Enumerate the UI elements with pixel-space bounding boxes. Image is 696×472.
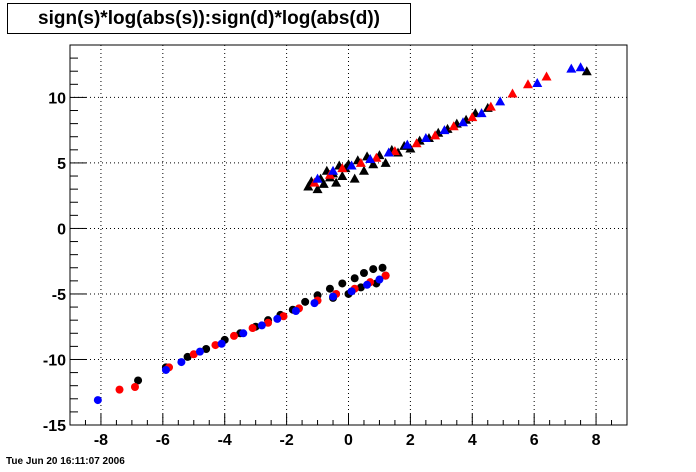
triangle-point xyxy=(411,138,422,148)
triangle-point xyxy=(402,139,413,149)
y-tick-label: 5 xyxy=(57,156,66,173)
triangle-point xyxy=(380,157,391,167)
triangle-point xyxy=(349,173,360,183)
x-tick-label: -6 xyxy=(156,432,170,449)
triangle-point xyxy=(566,63,577,73)
circle-point xyxy=(369,265,378,274)
triangle-point xyxy=(371,152,382,162)
circle-point xyxy=(183,352,192,361)
circle-point xyxy=(363,280,372,289)
axis-tick-labels: -8 -6 -4 -2 0 2 4 6 8 -15 -10 -5 0 5 10 xyxy=(43,90,601,449)
triangle-point xyxy=(507,88,518,98)
circle-point xyxy=(279,312,288,321)
grid-lines xyxy=(70,45,627,426)
circle-point xyxy=(291,307,300,315)
circle-point xyxy=(161,365,170,374)
triangle-point xyxy=(522,79,533,89)
triangle-point xyxy=(355,157,366,167)
triangle-point xyxy=(467,112,478,122)
circle-point xyxy=(381,271,390,280)
y-tick-label: -15 xyxy=(43,418,66,435)
triangle-point xyxy=(476,108,487,118)
circle-point xyxy=(134,376,143,385)
triangle-point xyxy=(365,154,376,163)
triangle-point xyxy=(430,130,441,140)
circle-point xyxy=(195,347,204,356)
x-tick-label: -2 xyxy=(279,432,293,449)
circle-point xyxy=(378,263,387,272)
circle-point xyxy=(130,383,139,391)
triangle-point xyxy=(312,184,323,194)
triangle-point xyxy=(439,125,450,135)
triangle-point xyxy=(541,71,552,81)
circle-point xyxy=(217,339,226,348)
circle-point xyxy=(350,274,359,283)
circle-point xyxy=(359,269,368,277)
circle-point xyxy=(257,321,266,330)
x-tick-label: 0 xyxy=(344,432,353,449)
triangle-point xyxy=(318,178,329,188)
x-tick-label: -4 xyxy=(218,432,232,449)
x-tick-label: -8 xyxy=(94,432,108,449)
triangle-point xyxy=(389,146,400,156)
triangle-point xyxy=(581,66,592,76)
circle-point xyxy=(310,299,319,308)
circle-point xyxy=(239,329,248,338)
axis-ticks xyxy=(69,44,628,426)
circle-point xyxy=(347,287,356,296)
triangle-point xyxy=(346,160,357,170)
circle-point xyxy=(329,292,338,301)
y-tick-label: 0 xyxy=(57,221,66,238)
triangle-point xyxy=(383,147,394,157)
triangle-point xyxy=(485,101,496,111)
circle-point xyxy=(93,396,102,405)
x-tick-label: 6 xyxy=(530,432,539,449)
triangle-point xyxy=(337,171,348,181)
triangle-point xyxy=(368,159,379,169)
chart-title: sign(s)*log(abs(s)):sign(d)*log(abs(d)) xyxy=(7,3,411,34)
circle-point xyxy=(230,331,239,340)
x-tick-label: 8 xyxy=(592,432,601,449)
circle-point xyxy=(264,318,273,327)
x-tick-label: 4 xyxy=(468,432,477,449)
x-tick-label: 2 xyxy=(406,432,415,449)
circle-point xyxy=(115,385,124,394)
circle-point xyxy=(202,345,211,353)
triangle-point xyxy=(328,165,339,175)
triangle-point xyxy=(312,173,323,183)
circle-point xyxy=(338,279,347,288)
triangle-point xyxy=(448,121,459,131)
data-points xyxy=(93,62,592,405)
circle-point xyxy=(189,350,198,359)
triangle-point xyxy=(358,165,369,175)
triangle-point xyxy=(495,96,506,106)
triangle-point xyxy=(420,133,431,143)
circle-point xyxy=(301,297,310,306)
y-tick-label: 10 xyxy=(48,90,66,107)
circle-point xyxy=(211,341,220,350)
circle-point xyxy=(325,284,334,293)
triangle-point xyxy=(457,117,468,127)
y-tick-label: -10 xyxy=(43,352,66,369)
triangle-point xyxy=(575,62,586,72)
triangle-point xyxy=(337,163,348,173)
triangle-point xyxy=(331,177,342,187)
triangle-point xyxy=(532,78,543,87)
circle-point xyxy=(273,314,282,323)
y-tick-label: -5 xyxy=(52,287,66,304)
circle-point xyxy=(356,283,365,292)
circle-point xyxy=(248,324,257,333)
triangle-point xyxy=(303,181,314,191)
timestamp: Tue Jun 20 16:11:07 2006 xyxy=(6,456,125,467)
circle-point xyxy=(177,358,186,367)
circle-point xyxy=(375,275,384,284)
